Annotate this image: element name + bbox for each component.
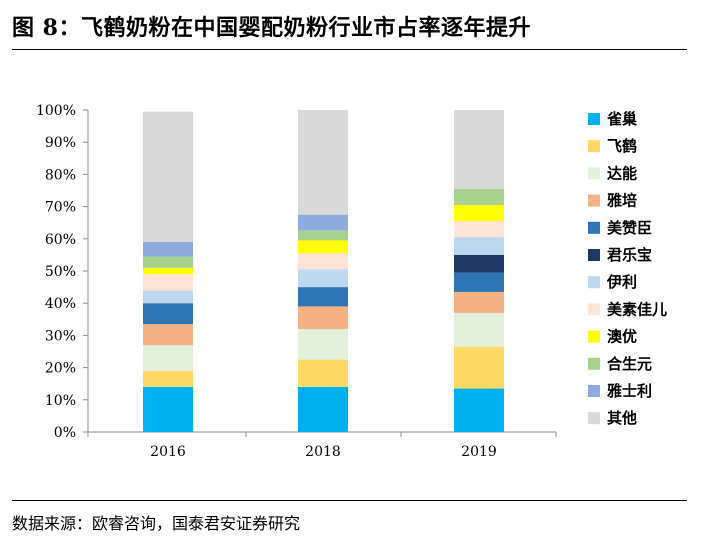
y-tick-label: 70% [45,200,76,216]
y-tick-label: 30% [45,328,76,344]
bar-segment [143,267,193,275]
footer-rule [12,500,687,501]
bar-segment [143,370,193,387]
y-tick-label: 60% [45,232,76,248]
bar-segment [298,240,348,254]
legend-swatch [588,221,600,234]
bar-segment [298,359,348,387]
bar-segment [454,110,504,189]
bar-segment [298,230,348,241]
bar-segment [143,303,193,325]
legend-swatch [588,276,600,289]
bar-segment [143,345,193,371]
y-tick-label: 0% [54,425,76,441]
bar-segment [298,214,348,231]
legend-label: 美素佳儿 [607,300,667,318]
x-tick-label: 2019 [461,444,497,460]
figure-header: 图 8：飞鹤奶粉在中国婴配奶粉行业市占率逐年提升 [12,6,687,46]
bar-segment [143,274,193,291]
legend-label: 澳优 [607,328,637,346]
legend-swatch [588,167,600,180]
legend-label: 飞鹤 [607,137,637,155]
bar-segment [298,386,348,432]
bar-segment [143,242,193,257]
bar-segment [454,237,504,255]
bar-segment [298,287,348,307]
legend-label: 雅士利 [606,382,652,400]
legend-label: 美赞臣 [607,219,652,237]
bar-segment [298,306,348,329]
y-tick-label: 90% [45,135,76,151]
legend-swatch [588,303,600,316]
bar-segment [454,346,504,389]
y-tick-label: 50% [45,264,76,280]
bar-segment [454,272,504,292]
y-tick-label: 80% [45,167,76,183]
bar-segment [454,188,504,205]
legend-label: 雅培 [606,192,637,210]
legend-swatch [588,357,600,370]
y-tick-label: 10% [45,393,76,409]
y-tick-label: 40% [45,296,76,312]
bar-segment [298,328,348,360]
figure-title: 图 8：飞鹤奶粉在中国婴配奶粉行业市占率逐年提升 [12,15,531,41]
bar-segment [298,110,348,215]
y-tick-label: 20% [45,361,76,377]
bar-segment [454,291,504,313]
bar-segment [143,386,193,432]
bar-segment [454,388,504,432]
legend-swatch [588,330,600,343]
x-tick-label: 2018 [305,444,341,460]
legend-label: 其他 [607,409,637,427]
bar-segment [454,204,504,222]
bar-segment [298,253,348,270]
bar-segment [298,269,348,288]
bars-layer [143,110,504,432]
legend-label: 伊利 [606,273,637,291]
bar-segment [454,221,504,238]
legend-swatch [588,385,600,397]
header-rule [12,49,687,50]
legend-swatch [588,249,600,261]
bar-segment [143,256,193,268]
x-tick-label: 2016 [150,444,186,460]
y-tick-label: 100% [36,103,76,119]
bar-segment [454,254,504,273]
legend-swatch [588,113,600,125]
bar-segment [143,324,193,346]
legend-swatch [588,194,600,207]
source-note: 数据来源：欧睿咨询，国泰君安证券研究 [12,514,301,533]
bar-segment [454,312,504,347]
legend-label: 雀巢 [606,110,637,128]
bar-segment [143,290,193,304]
legend-swatch [588,140,600,153]
bar-segment [143,111,193,243]
legend-label: 君乐宝 [607,246,652,264]
legend-label: 合生元 [606,355,652,373]
legend-swatch [588,412,600,425]
legend-label: 达能 [607,164,637,182]
